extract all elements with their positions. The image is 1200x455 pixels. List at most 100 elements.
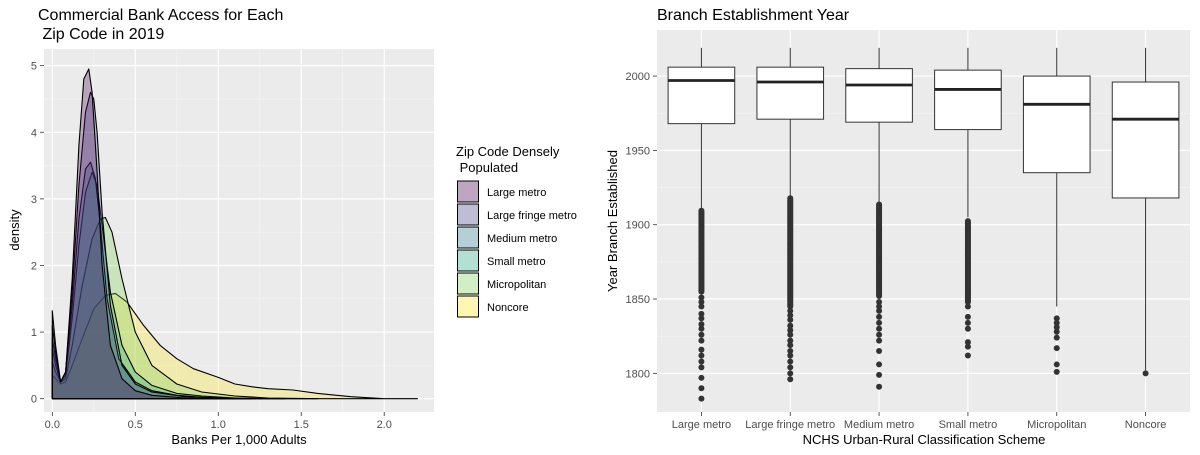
- outlier-point: [698, 321, 705, 328]
- outlier-point: [876, 325, 883, 332]
- outlier-point: [1053, 345, 1060, 352]
- legend-label-large-fringe-metro: Large fringe metro: [487, 210, 577, 222]
- box-iqr: [1022, 75, 1091, 174]
- x-tick-label: Micropolitan: [1027, 419, 1086, 431]
- outlier-point: [787, 307, 794, 314]
- box-medium-metro: [845, 47, 913, 390]
- box-small-metro: [934, 47, 1002, 359]
- legend-swatch-micropolitan: [457, 272, 479, 295]
- boxplot-x-axis-title: NCHS Urban-Rural Classification Scheme: [803, 432, 1046, 447]
- outlier-point: [787, 322, 794, 329]
- outlier-point: [787, 348, 794, 355]
- density-area-noncore: [51, 292, 418, 400]
- outlier-point: [787, 331, 794, 338]
- outlier-point: [876, 331, 883, 338]
- outlier-point: [964, 352, 971, 359]
- outlier-point: [1053, 319, 1060, 326]
- outlier-point: [876, 307, 883, 314]
- legend-label-medium-metro: Medium metro: [487, 233, 557, 245]
- boxplot-plot-panel: [657, 30, 1190, 412]
- outlier-point: [787, 337, 794, 344]
- outlier-point: [964, 319, 971, 326]
- outlier-point: [876, 348, 883, 355]
- outlier-point: [876, 201, 883, 208]
- outlier-point: [1053, 328, 1060, 335]
- legend-swatch-large-fringe-metro: [457, 203, 479, 226]
- outlier-point: [698, 385, 705, 392]
- y-tick-label: 5: [31, 61, 37, 73]
- outlier-point: [876, 303, 883, 310]
- outlier-point: [698, 310, 705, 317]
- legend-title-line-1: Zip Code Densely: [456, 144, 560, 159]
- legend-swatch-small-metro: [457, 249, 479, 272]
- boxplot-chart-title: Branch Establishment Year: [657, 7, 850, 24]
- outlier-point: [1053, 334, 1060, 341]
- outlier-point: [1053, 315, 1060, 322]
- x-tick-label: Large metro: [672, 419, 731, 431]
- outlier-point: [787, 376, 794, 383]
- density-legend: Zip Code Densely Populated Large metro La…: [456, 144, 577, 318]
- outlier-point: [698, 395, 705, 402]
- outlier-point: [698, 331, 705, 338]
- outlier-point: [876, 319, 883, 326]
- density-chart-title-line-2: Zip Code in 2019: [38, 26, 164, 43]
- outlier-point: [698, 364, 705, 371]
- boxplot-axis-ticks: 1800 1850 1900 1950 2000 Large metro Large fri…: [626, 71, 1167, 431]
- y-tick-label: 1900: [626, 220, 650, 232]
- outlier-point: [964, 218, 971, 225]
- boxplot-chart: Branch Establishment Year 1800 1850 1900 19…: [605, 7, 1190, 447]
- density-y-axis-title: density: [7, 209, 22, 251]
- y-tick-label: 2000: [626, 71, 650, 83]
- outlier-point: [787, 327, 794, 334]
- density-plot-panel: [44, 49, 434, 412]
- y-tick-label: 3: [31, 194, 37, 206]
- outlier-point: [876, 313, 883, 320]
- legend-label-large-metro: Large metro: [487, 187, 546, 199]
- outlier-point: [698, 325, 705, 332]
- outlier-point: [698, 346, 705, 353]
- outlier-point: [698, 358, 705, 365]
- x-tick-label: 0.0: [45, 419, 60, 431]
- outlier-point: [698, 374, 705, 381]
- x-tick-label: Large fringe metro: [745, 419, 835, 431]
- outlier-point: [787, 358, 794, 365]
- outlier-point: [964, 303, 971, 310]
- density-x-axis-title: Banks Per 1,000 Adults: [171, 432, 307, 447]
- y-tick-label: 1950: [626, 145, 650, 157]
- outlier-point: [964, 343, 971, 350]
- density-chart: Commercial Bank Access for Each Zip Code…: [7, 7, 577, 447]
- density-area-large-metro: [51, 68, 219, 400]
- x-tick-label: Medium metro: [844, 419, 914, 431]
- legend-title-line-2: Populated: [456, 160, 518, 175]
- legend-swatch-large-metro: [457, 180, 479, 203]
- outlier-point: [1142, 370, 1149, 377]
- legend-label-micropolitan: Micropolitan: [487, 279, 546, 291]
- outlier-point: [787, 312, 794, 319]
- box-large-fringe-metro: [756, 47, 825, 383]
- outlier-point: [787, 364, 794, 371]
- density-areas: [51, 68, 418, 400]
- outlier-point: [698, 352, 705, 359]
- outlier-point: [698, 315, 705, 322]
- y-tick-label: 1800: [626, 368, 650, 380]
- outlier-point: [876, 361, 883, 368]
- y-tick-label: 0: [31, 394, 37, 406]
- box-iqr: [1111, 81, 1180, 199]
- outlier-point: [876, 371, 883, 378]
- boxplot-y-axis-title: Year Branch Established: [605, 150, 620, 292]
- y-tick-label: 2: [31, 260, 37, 272]
- y-tick-label: 1: [31, 327, 37, 339]
- outlier-point: [964, 325, 971, 332]
- outlier-point: [964, 339, 971, 346]
- x-tick-label: 1.0: [211, 419, 226, 431]
- outlier-point: [698, 337, 705, 344]
- outlier-point: [1053, 368, 1060, 375]
- y-tick-label: 4: [31, 127, 37, 139]
- outlier-point: [876, 337, 883, 344]
- legend-swatch-noncore: [457, 295, 479, 318]
- x-tick-label: Small metro: [939, 419, 998, 431]
- density-chart-title-line-1: Commercial Bank Access for Each: [38, 7, 283, 24]
- x-tick-label: 2.0: [377, 419, 392, 431]
- outlier-point: [1053, 361, 1060, 368]
